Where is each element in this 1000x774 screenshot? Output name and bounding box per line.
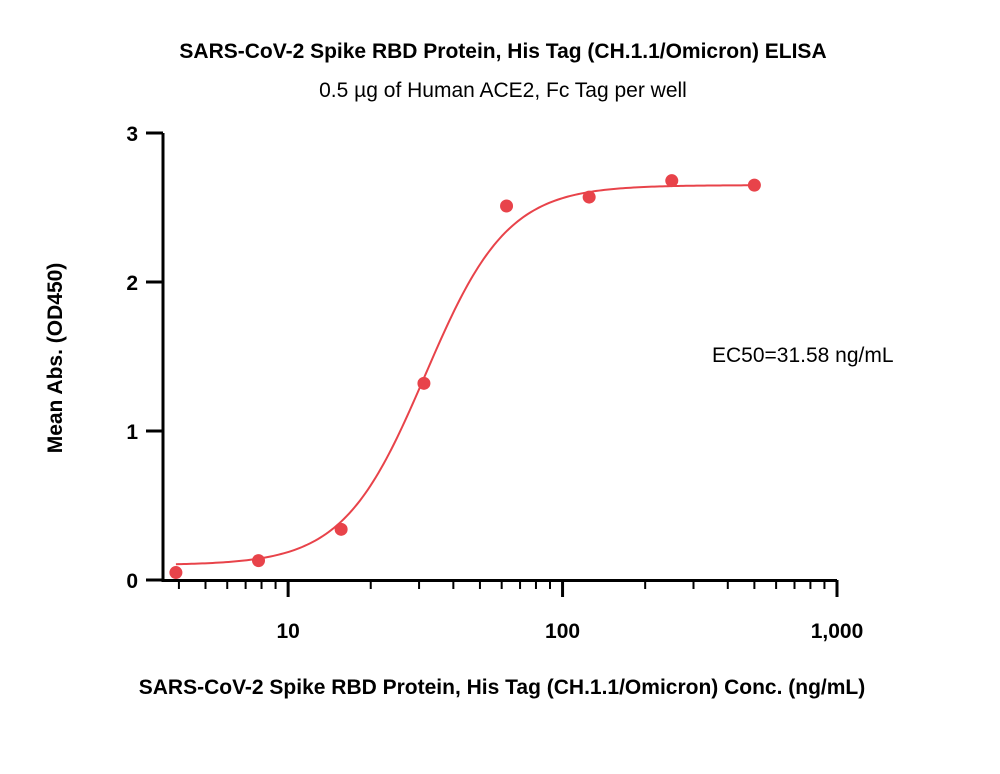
data-point: [747, 178, 761, 192]
data-point: [417, 376, 431, 390]
y-axis-label: Mean Abs. (OD450): [44, 263, 67, 454]
y-ticks: 0 1 2 3: [126, 123, 163, 593]
x-axis-label: SARS-CoV-2 Spike RBD Protein, His Tag (C…: [139, 676, 866, 699]
fit-curve: [175, 184, 755, 566]
data-point: [334, 522, 348, 536]
chart-title: SARS-CoV-2 Spike RBD Protein, His Tag (C…: [179, 40, 826, 63]
y-tick-label: 1: [126, 421, 138, 444]
x-ticks: 10 100 1,000: [177, 580, 864, 643]
data-point: [665, 174, 679, 188]
data-point: [169, 566, 183, 580]
data-point: [252, 554, 266, 568]
data-point: [500, 199, 514, 213]
x-tick-label: 100: [545, 620, 580, 643]
data-point: [582, 190, 596, 204]
chart-subtitle: 0.5 µg of Human ACE2, Fc Tag per well: [319, 79, 687, 102]
y-tick-label: 2: [126, 272, 138, 295]
data-points: [169, 174, 761, 580]
x-tick-label: 10: [276, 620, 299, 643]
y-tick-label: 3: [126, 123, 138, 146]
x-tick-label: 1,000: [811, 620, 864, 643]
y-tick-label: 0: [126, 570, 138, 593]
ec50-annotation: EC50=31.58 ng/mL: [712, 344, 894, 367]
